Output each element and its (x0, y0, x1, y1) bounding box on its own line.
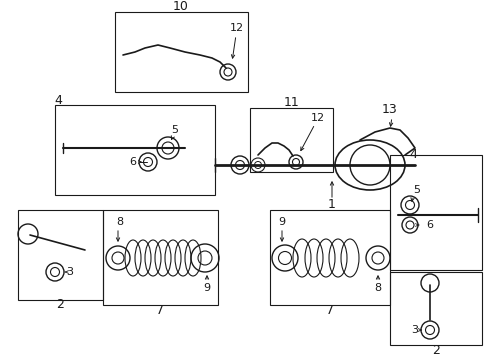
Text: 2: 2 (431, 343, 439, 356)
Bar (389, 272, 481, 345)
Text: 6: 6 (129, 157, 136, 167)
Text: 5: 5 (413, 185, 420, 195)
Text: 1: 1 (327, 198, 335, 211)
Bar (55, 105, 215, 195)
Text: 4: 4 (54, 94, 62, 107)
Text: 13: 13 (381, 104, 397, 117)
Text: 9: 9 (278, 217, 285, 227)
Text: 3: 3 (66, 267, 73, 277)
Text: 3: 3 (411, 325, 418, 335)
Text: 9: 9 (203, 283, 210, 293)
Text: 12: 12 (310, 113, 325, 123)
Text: 4: 4 (408, 148, 416, 162)
Text: 5: 5 (171, 125, 178, 135)
Text: 12: 12 (229, 23, 244, 33)
Text: 6: 6 (426, 220, 433, 230)
Text: 8: 8 (116, 217, 123, 227)
Bar (389, 155, 481, 270)
Bar (18, 210, 103, 300)
Text: 7: 7 (156, 303, 163, 316)
Text: 2: 2 (56, 298, 64, 311)
Text: 10: 10 (173, 0, 188, 13)
Text: 8: 8 (374, 283, 381, 293)
Bar (103, 210, 218, 305)
Bar (249, 108, 332, 172)
Bar (115, 12, 247, 92)
Text: 11: 11 (284, 95, 299, 108)
Text: 7: 7 (325, 303, 333, 316)
Bar (269, 210, 389, 305)
